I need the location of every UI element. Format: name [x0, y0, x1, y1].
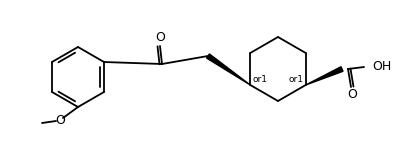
Text: or1: or1 [288, 76, 302, 85]
Text: O: O [155, 31, 164, 45]
Text: or1: or1 [252, 76, 267, 85]
Polygon shape [305, 67, 342, 85]
Polygon shape [206, 54, 250, 85]
Text: OH: OH [371, 60, 390, 74]
Text: O: O [55, 114, 65, 128]
Text: O: O [346, 88, 356, 102]
